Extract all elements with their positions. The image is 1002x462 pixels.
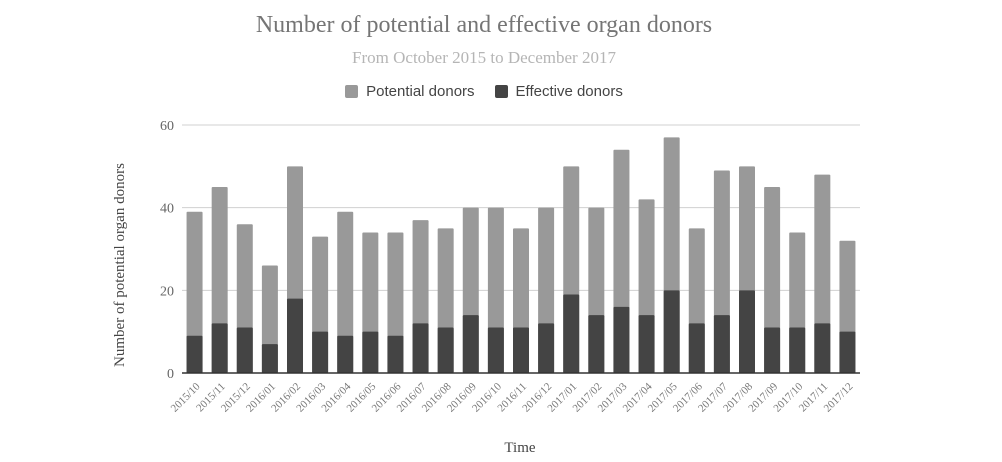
legend-label-potential: Potential donors <box>366 83 475 100</box>
y-tick-label: 0 <box>167 367 174 382</box>
bar-effective <box>362 331 379 373</box>
bar-effective <box>538 323 555 373</box>
bar-effective <box>287 298 303 373</box>
bar-effective <box>739 290 755 373</box>
bar-effective <box>513 327 529 373</box>
chart-title: Number of potential and effective organ … <box>255 12 713 38</box>
bar-effective <box>211 323 228 373</box>
legend-label-effective: Effective donors <box>515 83 623 100</box>
bar-effective <box>563 294 580 373</box>
bar-effective <box>789 327 806 373</box>
bar-effective <box>487 327 504 373</box>
legend-swatch-potential <box>345 85 359 98</box>
bar-potential <box>337 211 354 373</box>
bar-effective <box>462 315 479 373</box>
bar-effective <box>186 335 203 373</box>
y-tick-label: 60 <box>160 119 174 134</box>
bar-effective <box>588 315 605 373</box>
bar-effective <box>764 327 781 373</box>
y-axis-title: Number of potential organ donors <box>112 163 128 367</box>
bar-effective <box>613 306 630 373</box>
bar-effective <box>839 331 856 373</box>
bar-potential <box>764 187 781 373</box>
bar-effective <box>261 344 278 373</box>
bar-potential <box>186 211 203 373</box>
bar-effective <box>688 323 705 373</box>
bar-effective <box>437 327 454 373</box>
bar-effective <box>236 327 253 373</box>
bar-effective <box>713 315 730 373</box>
bar-effective <box>412 323 429 373</box>
bar-effective <box>638 315 655 373</box>
legend-item-potential[interactable]: Potential donors <box>345 83 475 100</box>
y-tick-label: 40 <box>160 202 174 217</box>
bar-effective <box>387 335 404 373</box>
y-tick-label: 20 <box>160 284 174 299</box>
bar-effective <box>814 323 831 373</box>
legend-swatch-effective <box>494 85 508 98</box>
legend: Potential donors Effective donors <box>0 83 968 100</box>
legend-item-effective[interactable]: Effective donors <box>494 83 623 100</box>
bar-effective <box>337 335 354 373</box>
bar-effective <box>312 331 329 373</box>
bar-effective <box>663 290 680 373</box>
x-axis-title: Time <box>504 440 535 456</box>
chart-subtitle: From October 2015 to December 2017 <box>352 48 616 67</box>
